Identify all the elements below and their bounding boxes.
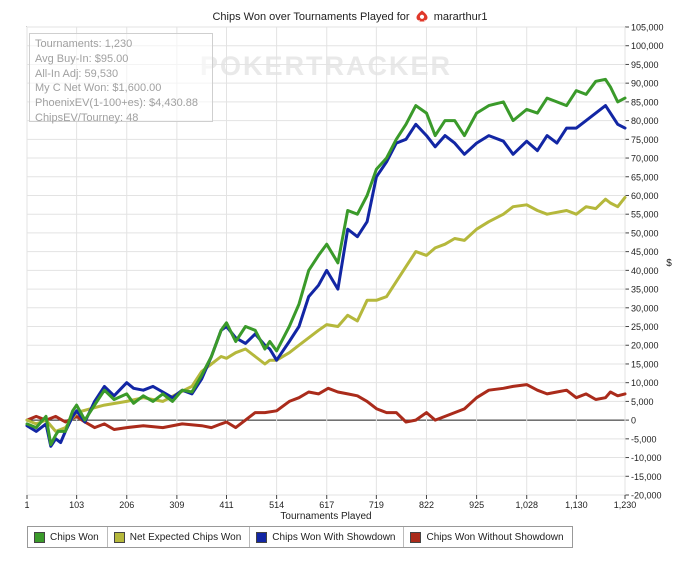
y-tick-label: 5,000	[631, 397, 654, 407]
y-tick-label: 100,000	[631, 41, 664, 51]
x-tick-label: 103	[69, 500, 84, 510]
legend: Chips Won Net Expected Chips Won Chips W…	[27, 526, 573, 548]
y-tick-label: 55,000	[631, 210, 659, 220]
x-tick-label: 411	[219, 500, 233, 510]
stat-avg-buyin: Avg Buy-In: $95.00	[35, 52, 129, 65]
y-tick-label: 65,000	[631, 172, 659, 182]
legend-item-with-showdown[interactable]: Chips Won With Showdown	[250, 527, 405, 547]
y-tick-label: 60,000	[631, 191, 659, 201]
y-tick-label: 30,000	[631, 303, 659, 313]
legend-swatch-without-showdown	[410, 531, 422, 543]
legend-swatch-chips-won	[34, 531, 45, 543]
x-tick-label: 1	[24, 500, 29, 510]
legend-label: Chips Won	[50, 531, 99, 543]
y-tick-label: 45,000	[631, 247, 659, 257]
chart-title-text: Chips Won over Tournaments Played for	[212, 11, 410, 23]
legend-item-chips-won[interactable]: Chips Won	[28, 527, 108, 547]
y-tick-label: -20,000	[631, 491, 662, 501]
y-tick-label: -15,000	[631, 472, 662, 482]
x-tick-label: 1,130	[565, 500, 588, 510]
stat-allin-adj: All-In Adj: 59,530	[35, 67, 119, 80]
x-tick-label: 309	[169, 500, 184, 510]
stats-box: Tournaments: 1,230 Avg Buy-In: $95.00 Al…	[29, 33, 213, 124]
without-showdown-line	[25, 383, 627, 431]
legend-swatch-net-expected	[113, 531, 125, 543]
y-tick-label: 85,000	[631, 97, 659, 107]
x-axis-label: Tournaments Played	[280, 511, 371, 520]
y-tick-label: 105,000	[631, 23, 664, 33]
legend-item-net-expected[interactable]: Net Expected Chips Won	[108, 527, 251, 547]
y-tick-label: 75,000	[631, 135, 659, 145]
stat-phoenix-ev: PhoenixEV(1-100+es): $4,430.88	[35, 97, 198, 110]
y-tick-label: 40,000	[631, 266, 659, 276]
stat-tournaments: Tournaments: 1,230	[35, 38, 133, 50]
y-tick-label: 35,000	[631, 285, 659, 295]
player-name: mararthur1	[433, 11, 488, 23]
y-tick-label: 80,000	[631, 116, 659, 126]
stat-chipsev-per-tourney: ChipsEV/Tourney: 48	[35, 111, 139, 124]
legend-label: Net Expected Chips Won	[129, 531, 242, 543]
legend-label: Chips Won Without Showdown	[426, 531, 564, 543]
chips-won-line	[25, 77, 627, 446]
x-tick-label: 1,028	[515, 500, 538, 510]
y-tick-label: -5,000	[631, 434, 657, 444]
y-tick-label: 50,000	[631, 228, 659, 238]
x-tick-label: 822	[419, 500, 434, 510]
x-tick-label: 617	[319, 500, 334, 510]
x-tick-label: 719	[369, 500, 384, 510]
y-tick-label: 70,000	[631, 154, 659, 164]
y-tick-label: -10,000	[631, 453, 662, 463]
x-tick-label: 925	[469, 500, 484, 510]
with-showdown-line	[25, 104, 627, 448]
pokertracker-logo-icon	[416, 10, 428, 22]
legend-label: Chips Won With Showdown	[272, 531, 396, 543]
y-tick-label: 20,000	[631, 341, 659, 351]
watermark-text: POKERTRACKER	[200, 51, 452, 81]
x-tick-label: 206	[119, 500, 134, 510]
y-tick-label: 0	[631, 416, 636, 426]
y-tick-label: 95,000	[631, 60, 659, 70]
plot-area: POKERTRACKER -20,000 -15,000 -10,000 -5,000 0…	[24, 23, 672, 521]
legend-item-without-showdown[interactable]: Chips Won Without Showdown	[404, 527, 571, 547]
stat-net-won: My C Net Won: $1,600.00	[35, 82, 162, 95]
y-tick-label: 90,000	[631, 79, 659, 89]
y-tick-label: 15,000	[631, 359, 659, 369]
y-axis-label: $	[666, 258, 672, 269]
x-tick-label: 514	[269, 500, 284, 510]
x-tick-label: 1,230	[614, 500, 637, 510]
y-tick-label: 25,000	[631, 322, 659, 332]
chart-title: Chips Won over Tournaments Played for ma…	[0, 10, 700, 23]
legend-swatch-with-showdown	[256, 531, 268, 543]
y-tick-label: 10,000	[631, 378, 659, 388]
